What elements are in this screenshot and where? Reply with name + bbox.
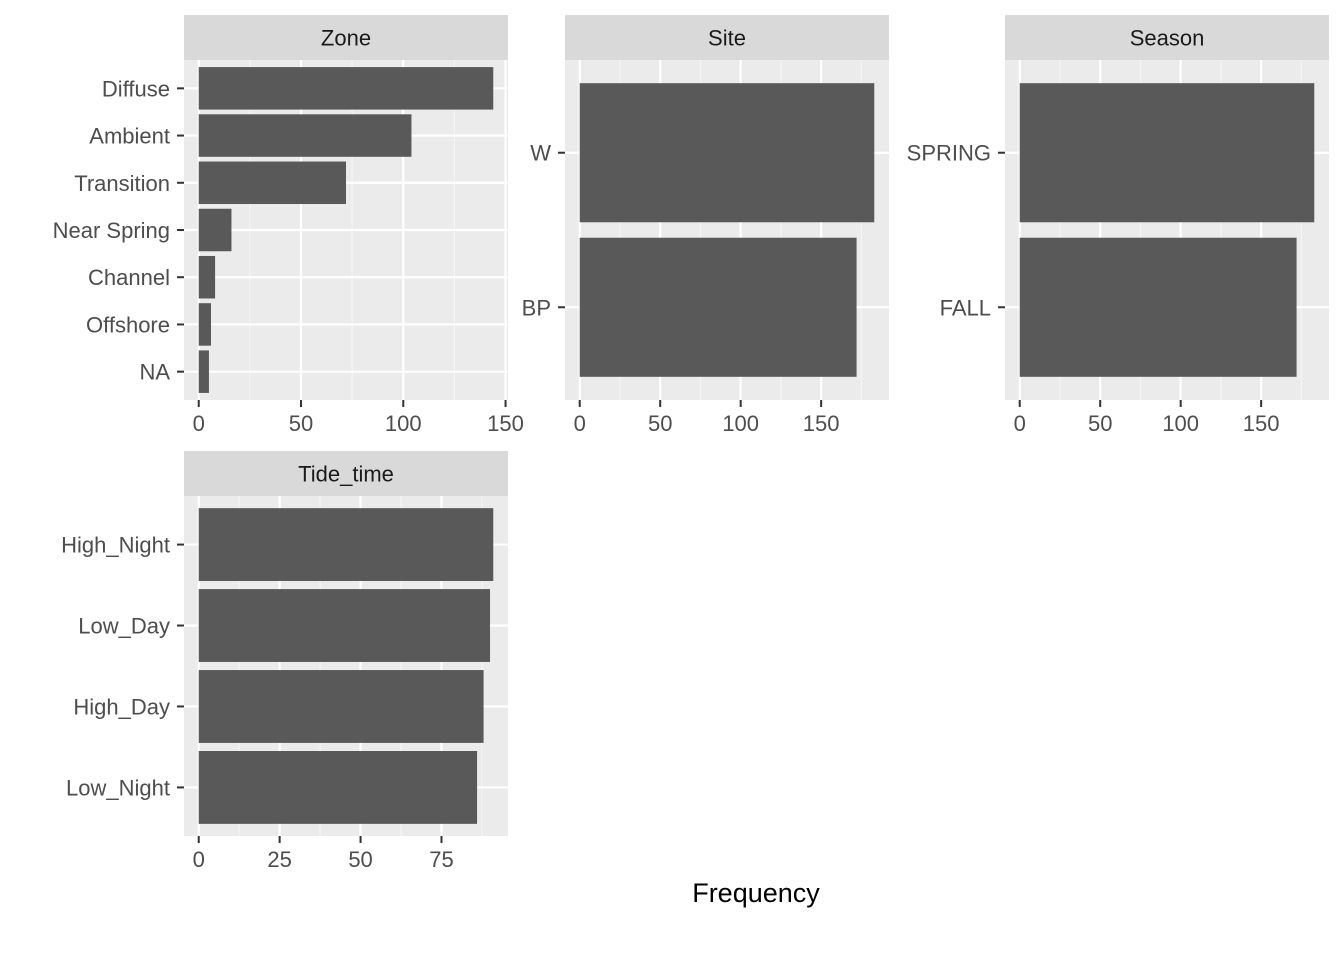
y-tick-label-season: FALL: [940, 295, 991, 320]
x-tick-label-zone: 100: [385, 411, 422, 436]
x-tick-label-site: 100: [722, 411, 759, 436]
y-tick-label-site: W: [530, 141, 551, 166]
bar-tide-time-low-day: [198, 589, 491, 662]
strip-title-tide-time: Tide_time: [298, 462, 394, 487]
bar-tide-time-high-night: [198, 508, 494, 581]
x-tick-label-zone: 50: [289, 411, 313, 436]
x-tick-label-tide-time: 75: [429, 847, 453, 872]
bar-tide-time-low-night: [198, 751, 478, 824]
y-tick-label-zone: Diffuse: [102, 76, 170, 101]
y-tick-label-season: SPRING: [907, 141, 991, 166]
y-tick-label-tide-time: High_Day: [73, 694, 170, 719]
y-tick-label-zone: Ambient: [89, 124, 170, 149]
y-tick-label-tide-time: Low_Day: [78, 614, 170, 639]
x-tick-label-season: 0: [1014, 411, 1026, 436]
y-tick-label-zone: Offshore: [86, 312, 170, 337]
x-tick-label-tide-time: 25: [267, 847, 291, 872]
x-tick-label-site: 150: [803, 411, 840, 436]
bar-zone-ambient: [198, 114, 412, 157]
x-tick-label-season: 150: [1243, 411, 1280, 436]
x-tick-label-tide-time: 0: [193, 847, 205, 872]
bar-zone-channel: [198, 255, 216, 299]
y-tick-label-zone: Transition: [74, 171, 170, 196]
bar-season-spring: [1019, 83, 1315, 223]
strip-title-site: Site: [708, 26, 746, 51]
bar-zone-na: [198, 350, 209, 393]
strip-tide-time: [184, 451, 508, 496]
strip-zone: [184, 15, 508, 60]
bar-tide-time-high-day: [198, 670, 484, 743]
bar-site-w: [579, 83, 875, 223]
bar-zone-diffuse: [198, 67, 494, 110]
x-tick-label-zone: 150: [487, 411, 524, 436]
bar-zone-transition: [198, 161, 346, 205]
x-axis-title: Frequency: [692, 878, 820, 908]
x-tick-label-tide-time: 50: [348, 847, 372, 872]
strip-title-season: Season: [1130, 26, 1205, 51]
bar-zone-near-spring: [198, 208, 232, 252]
x-tick-label-site: 0: [574, 411, 586, 436]
y-tick-label-tide-time: High_Night: [61, 533, 170, 558]
x-tick-label-site: 50: [648, 411, 672, 436]
y-tick-label-zone: Near Spring: [53, 218, 170, 243]
x-tick-label-season: 50: [1088, 411, 1112, 436]
y-tick-label-zone: Channel: [88, 265, 170, 290]
x-tick-label-zone: 0: [193, 411, 205, 436]
bar-site-bp: [579, 237, 857, 377]
strip-title-zone: Zone: [321, 26, 371, 51]
y-tick-label-site: BP: [522, 295, 551, 320]
strip-season: [1005, 15, 1329, 60]
bar-zone-offshore: [198, 303, 211, 346]
x-tick-label-season: 100: [1162, 411, 1199, 436]
bar-season-fall: [1019, 237, 1297, 377]
y-tick-label-tide-time: Low_Night: [66, 775, 170, 800]
strip-site: [565, 15, 889, 60]
y-tick-label-zone: NA: [139, 360, 170, 385]
